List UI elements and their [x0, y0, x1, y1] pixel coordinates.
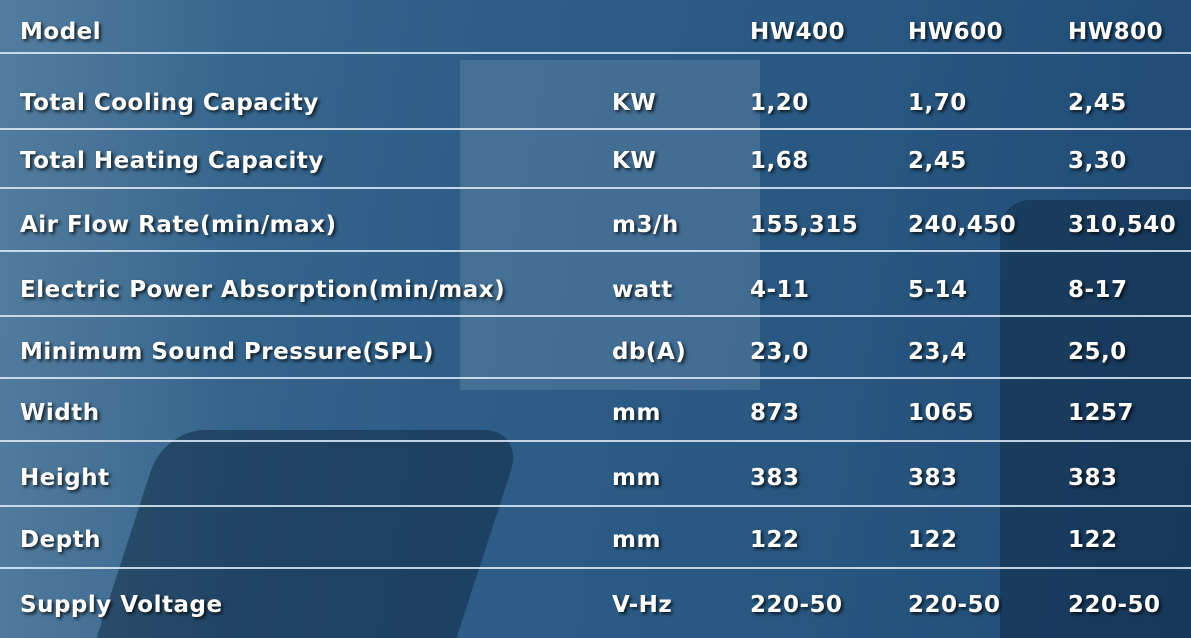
- row-value: 240,450: [908, 212, 1017, 238]
- row-divider: [0, 187, 1191, 189]
- row-label: Electric Power Absorption(min/max): [20, 277, 506, 303]
- row-value: 4-11: [750, 277, 810, 303]
- row-value: 220-50: [908, 592, 1001, 618]
- header-model: HW400: [750, 19, 846, 45]
- row-label: Depth: [20, 527, 102, 553]
- row-divider: [0, 250, 1191, 252]
- row-value: 2,45: [908, 148, 967, 174]
- row-unit: mm: [612, 465, 661, 491]
- row-divider: [0, 128, 1191, 130]
- row-value: 2,45: [1068, 90, 1127, 116]
- row-value: 220-50: [750, 592, 843, 618]
- background-chair-right: [1000, 200, 1191, 638]
- background-light: [0, 0, 230, 638]
- row-value: 1,68: [750, 148, 809, 174]
- row-value: 122: [908, 527, 958, 553]
- row-unit: V-Hz: [612, 592, 673, 618]
- row-divider: [0, 315, 1191, 317]
- row-unit: watt: [612, 277, 673, 303]
- row-value: 23,0: [750, 339, 809, 365]
- header-model: HW800: [1068, 19, 1164, 45]
- row-value: 220-50: [1068, 592, 1161, 618]
- row-label: Width: [20, 400, 100, 426]
- header-model: HW600: [908, 19, 1004, 45]
- row-value: 25,0: [1068, 339, 1127, 365]
- row-unit: KW: [612, 90, 657, 116]
- row-value: 383: [908, 465, 958, 491]
- row-divider: [0, 52, 1191, 54]
- row-value: 383: [750, 465, 800, 491]
- row-divider: [0, 377, 1191, 379]
- row-value: 310,540: [1068, 212, 1177, 238]
- row-value: 5-14: [908, 277, 968, 303]
- row-divider: [0, 505, 1191, 507]
- row-divider: [0, 567, 1191, 569]
- row-value: 23,4: [908, 339, 967, 365]
- row-unit: mm: [612, 400, 661, 426]
- row-value: 1,20: [750, 90, 809, 116]
- header-label: Model: [20, 19, 102, 45]
- row-value: 8-17: [1068, 277, 1128, 303]
- row-divider: [0, 440, 1191, 442]
- row-label: Height: [20, 465, 110, 491]
- row-unit: mm: [612, 527, 661, 553]
- row-value: 1065: [908, 400, 975, 426]
- row-value: 1257: [1068, 400, 1135, 426]
- row-value: 1,70: [908, 90, 967, 116]
- row-label: Total Heating Capacity: [20, 148, 324, 174]
- row-label: Supply Voltage: [20, 592, 223, 618]
- row-label: Minimum Sound Pressure(SPL): [20, 339, 435, 365]
- row-unit: m3/h: [612, 212, 679, 238]
- row-label: Air Flow Rate(min/max): [20, 212, 337, 238]
- row-unit: KW: [612, 148, 657, 174]
- row-value: 122: [1068, 527, 1118, 553]
- row-value: 873: [750, 400, 800, 426]
- row-unit: db(A): [612, 339, 687, 365]
- row-value: 383: [1068, 465, 1118, 491]
- row-value: 155,315: [750, 212, 859, 238]
- row-label: Total Cooling Capacity: [20, 90, 319, 116]
- row-value: 3,30: [1068, 148, 1127, 174]
- row-value: 122: [750, 527, 800, 553]
- background-window: [460, 60, 760, 390]
